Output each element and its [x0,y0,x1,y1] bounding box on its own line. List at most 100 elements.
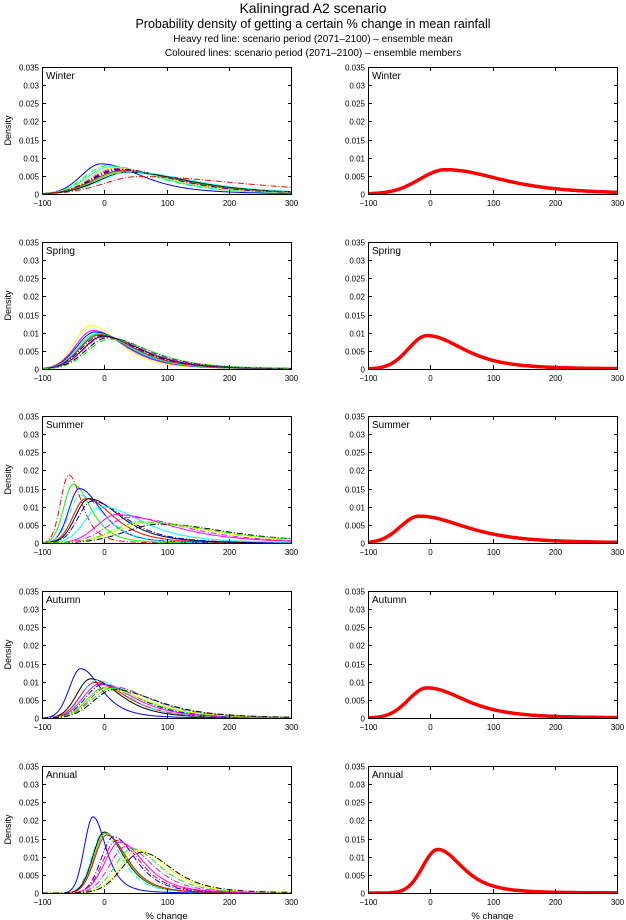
panel-label: Spring [46,246,75,257]
x-tick-label: 200 [549,723,563,732]
x-tick-label: 0 [428,374,433,383]
note-ensemble-mean: Heavy red line: scenario period (2071–21… [173,34,453,45]
y-tick-label: 0.02 [23,642,39,651]
x-tick-label: 100 [161,374,175,383]
axes-frame [368,67,618,195]
ensemble-mean-curve [368,514,617,543]
y-tick-label: 0 [361,715,366,724]
y-tick-label: 0.02 [349,642,365,651]
curves [42,474,291,543]
x-tick-label: 0 [428,199,433,208]
note-ensemble-members: Coloured lines: scenario period (2071–21… [164,48,462,59]
member-curve [42,500,291,543]
member-curve [42,816,291,893]
y-tick-label: 0.005 [19,173,40,182]
y-tick-label: 0 [361,540,366,549]
member-curve [42,834,291,893]
x-tick-label: 0 [428,548,433,557]
panel-label: Winter [46,71,76,82]
y-tick-label: 0.02 [349,293,365,302]
y-tick-label: 0.035 [345,239,366,248]
y-tick-label: 0 [35,540,40,549]
y-tick-label: 0.03 [349,257,365,266]
y-tick-label: 0.02 [349,118,365,127]
panel-label: Annual [46,770,77,781]
x-tick-label: 200 [549,898,563,907]
x-tick-label: 200 [549,374,563,383]
member-curve [42,832,291,893]
y-tick-label: 0.005 [345,872,366,881]
axes-frame [42,766,292,894]
y-tick-label: 0.035 [345,64,366,73]
y-tick-label: 0.02 [23,293,39,302]
x-tick-label: −100 [359,723,378,732]
y-tick-label: 0.005 [345,522,366,531]
x-tick-label: 300 [285,374,299,383]
x-tick-label: −100 [359,548,378,557]
x-tick-label: −100 [33,374,52,383]
x-tick-label: 0 [428,723,433,732]
y-tick-label: 0.03 [23,257,39,266]
y-tick-label: 0.03 [349,431,365,440]
x-tick-label: 100 [161,199,175,208]
x-tick-label: 0 [102,374,107,383]
y-tick-label: 0.025 [19,799,40,808]
y-tick-label: 0.015 [19,137,40,146]
curves [42,668,291,718]
y-tick-label: 0.035 [345,588,366,597]
y-tick-label: 0.005 [345,173,366,182]
y-tick-label: 0.035 [345,763,366,772]
member-curve [42,851,291,893]
curves [42,816,291,893]
member-curve [42,483,291,543]
x-tick-label: 300 [285,723,299,732]
panel-label: Annual [372,770,403,781]
curves [368,514,617,543]
x-tick-label: 100 [161,898,175,907]
y-tick-label: 0 [35,191,40,200]
y-tick-label: 0.02 [23,817,39,826]
curves [368,686,617,718]
y-axis-label: Density [3,639,13,670]
x-tick-label: 300 [285,199,299,208]
member-curve [42,171,291,194]
y-tick-label: 0.005 [345,697,366,706]
curves [368,333,617,369]
y-tick-label: 0.02 [23,118,39,127]
axes-frame [368,766,618,894]
y-tick-label: 0.01 [23,504,39,513]
member-curve [42,521,291,543]
member-curve [42,167,291,194]
y-tick-label: 0.01 [23,330,39,339]
panel-label: Autumn [46,595,80,606]
y-tick-label: 0.02 [349,467,365,476]
y-tick-label: 0.015 [19,836,40,845]
member-curve [42,494,291,543]
x-tick-label: 100 [161,548,175,557]
ensemble-mean-curve [368,686,617,718]
y-tick-label: 0.005 [19,522,40,531]
y-tick-label: 0.015 [345,486,366,495]
y-tick-label: 0.01 [23,679,39,688]
y-tick-label: 0.03 [349,781,365,790]
x-tick-label: 200 [223,374,237,383]
x-tick-label: 100 [487,723,501,732]
panel-label: Spring [372,246,401,257]
y-tick-label: 0.025 [345,449,366,458]
y-tick-label: 0.03 [23,82,39,91]
y-tick-label: 0.025 [345,275,366,284]
x-tick-label: 0 [102,723,107,732]
x-tick-label: 100 [487,374,501,383]
x-tick-label: −100 [359,199,378,208]
x-tick-label: 0 [102,898,107,907]
y-tick-label: 0 [361,890,366,899]
y-tick-label: 0.02 [349,817,365,826]
y-tick-label: 0.005 [19,872,40,881]
x-tick-label: 300 [611,199,625,208]
panel-label: Winter [372,71,402,82]
